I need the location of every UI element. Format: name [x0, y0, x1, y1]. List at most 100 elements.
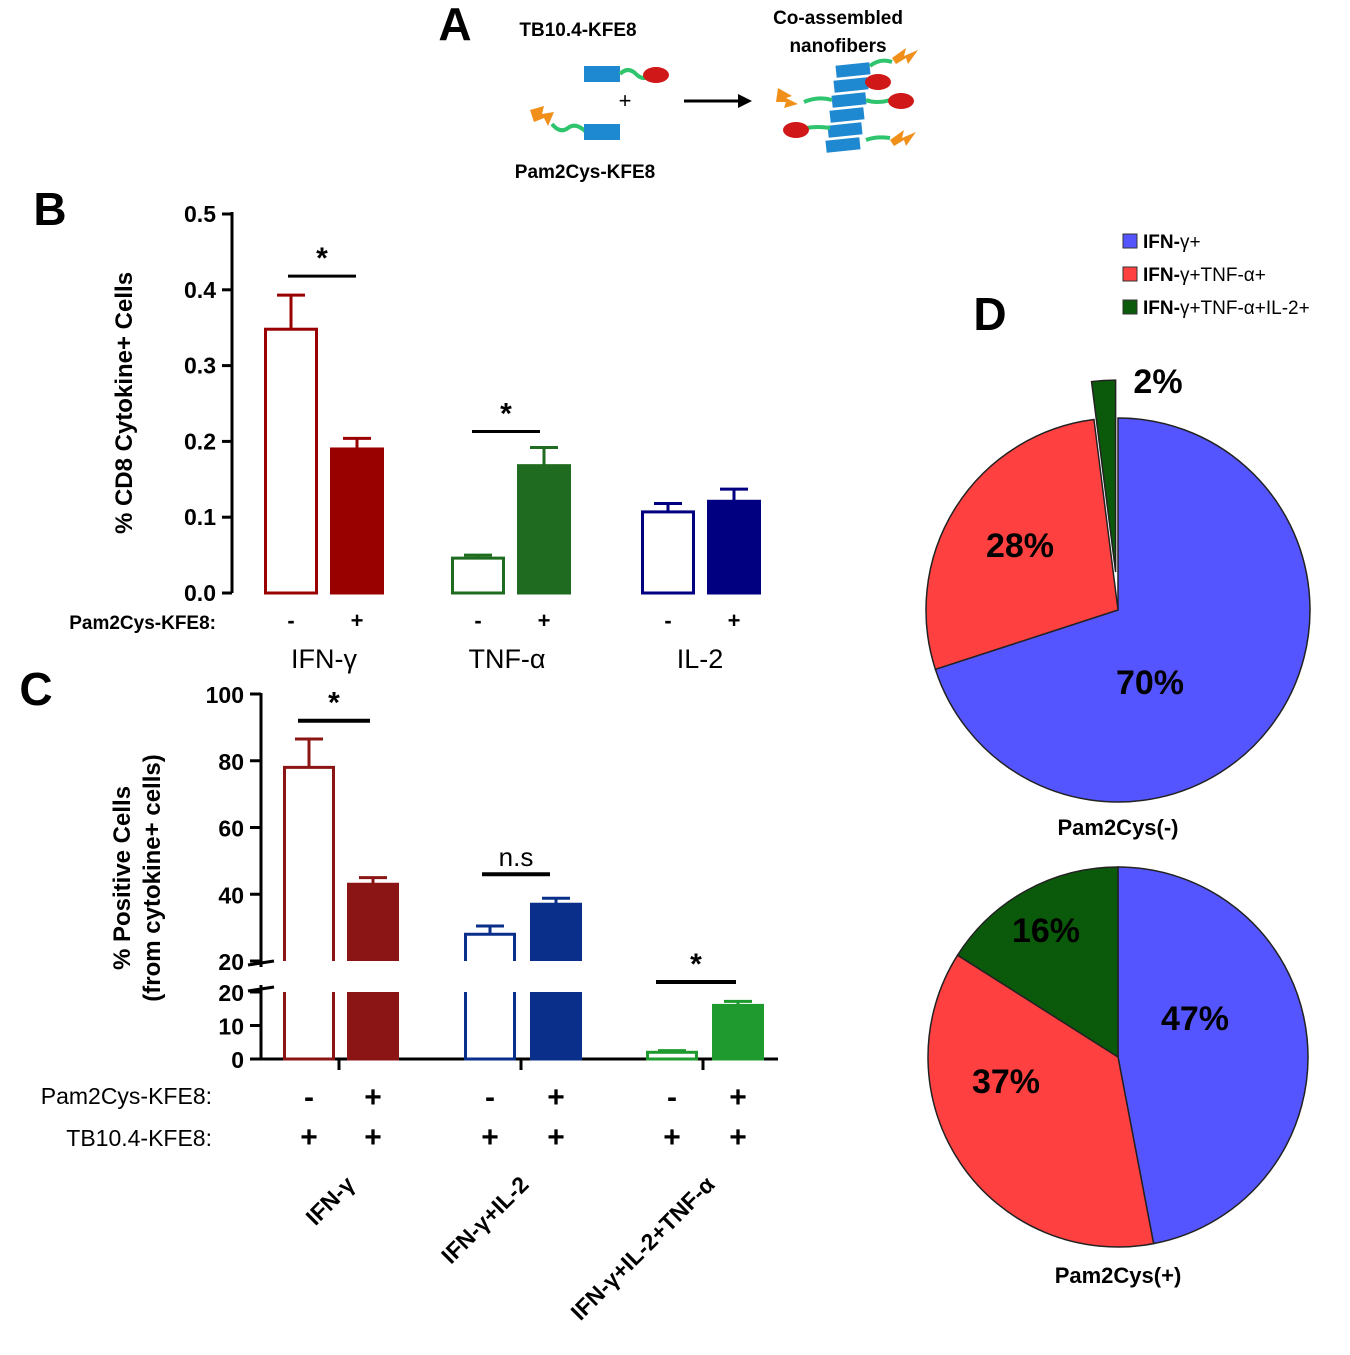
- panel-c-pam2cys-row-label: Pam2Cys-KFE8:: [41, 1083, 212, 1109]
- category-label: TNF-α: [468, 644, 545, 674]
- pam2cys-sign: +: [729, 1081, 747, 1114]
- pam2cys-sign: +: [351, 608, 364, 633]
- panel-b-pam2cys-row-label: Pam2Cys-KFE8:: [69, 613, 216, 634]
- y-tick-label: 0.4: [184, 277, 216, 303]
- panel-c-bars: [283, 737, 764, 1070]
- category-label: IFN-γ+IL-2: [436, 1171, 533, 1268]
- plus-sign: +: [619, 88, 632, 113]
- y-tick-label: 0.1: [184, 504, 216, 530]
- tb104-sign: +: [547, 1121, 565, 1154]
- bar: [451, 556, 505, 595]
- panel-c-significance: * n.s *: [298, 687, 736, 984]
- legend-label-bold: IFN-: [1143, 298, 1180, 319]
- y-tick-label: 40: [218, 882, 244, 908]
- panel-d-letter: D: [973, 288, 1006, 340]
- panel-b-x-labels: IFN-γ TNF-α IL-2: [291, 644, 723, 674]
- panel-d: D IFN-γ+IFN-γ+TNF-α+IFN-γ+TNF-α+IL-2+ 70…: [925, 232, 1311, 1288]
- y-tick-label: 0.3: [184, 353, 216, 379]
- bar-lower: [347, 992, 399, 1061]
- legend-label-rest: γ+TNF-α+: [1180, 265, 1266, 286]
- y-tick-label: 80: [218, 749, 244, 775]
- panel-b-letter: B: [33, 183, 66, 235]
- legend-label-rest: γ+TNF-α+IL-2+: [1180, 298, 1310, 319]
- tb104-sign: +: [300, 1121, 318, 1154]
- pam2cys-sign: -: [485, 1081, 495, 1114]
- panel-b: B % CD8 Cytokine+ Cells 0.00.10.20.30.40…: [33, 183, 761, 674]
- right-arrow-icon: [684, 94, 752, 108]
- bar: [712, 1003, 764, 1061]
- nanofiber-icon: [776, 48, 918, 153]
- pam2cys-sign: -: [474, 608, 481, 633]
- axis-break-mark-upper: [247, 959, 275, 967]
- significance-label: *: [328, 687, 340, 720]
- panel-d-legend: IFN-γ+IFN-γ+TNF-α+IFN-γ+TNF-α+IL-2+: [1122, 232, 1310, 319]
- panel-b-bars: - + - + - +: [264, 293, 761, 633]
- bar: [707, 499, 761, 595]
- category-label: IFN-γ: [300, 1171, 359, 1230]
- panel-b-ylabel: % CD8 Cytokine+ Cells: [111, 272, 138, 534]
- y-tick-label: 0.0: [184, 580, 216, 606]
- tb104-sign: +: [364, 1121, 382, 1154]
- pam2cys-sign: +: [538, 608, 551, 633]
- product-label-1: Co-assembled: [773, 8, 903, 29]
- category-label: IL-2: [677, 644, 724, 674]
- bar: [330, 447, 384, 595]
- bar: [646, 1050, 698, 1061]
- pie-slice-label: 16%: [1012, 912, 1080, 950]
- significance-label: *: [690, 948, 702, 981]
- tb104-sign: +: [729, 1121, 747, 1154]
- bar-upper: [464, 932, 516, 961]
- pie-slice-label: 70%: [1116, 664, 1184, 702]
- significance-label: *: [316, 242, 328, 275]
- bar: [264, 327, 318, 595]
- significance-label: *: [500, 398, 512, 431]
- pie-slice-label: 2%: [1133, 363, 1182, 401]
- pam2cys-sign: -: [667, 1081, 677, 1114]
- legend-label-bold: IFN-: [1143, 265, 1180, 286]
- y-tick-label: 100: [206, 682, 244, 708]
- y-tick-label: 0.5: [184, 201, 216, 227]
- panel-c-letter: C: [19, 663, 52, 715]
- tb104-sign: +: [481, 1121, 499, 1154]
- legend-label: IFN-γ+TNF-α+IL-2+: [1143, 298, 1310, 319]
- axis-break-mark-lower: [247, 985, 275, 993]
- pie-slice: [927, 954, 1155, 1248]
- bar: [641, 510, 695, 595]
- pam2cys-sign: -: [304, 1081, 314, 1114]
- y-tick-label: 60: [218, 816, 244, 842]
- tb104-peptide-icon: [584, 66, 669, 83]
- significance-label: n.s: [499, 842, 534, 872]
- panel-c: C % Positive Cells (from cytokine+ cells…: [19, 663, 778, 1325]
- panel-c-ylabel-2: (from cytokine+ cells): [139, 754, 166, 1001]
- legend-swatch: [1122, 266, 1138, 282]
- pam2cys-label: Pam2Cys-KFE8: [515, 162, 655, 183]
- bar-lower: [530, 992, 582, 1061]
- y-tick-label: 0: [231, 1047, 244, 1073]
- bar-lower: [283, 992, 335, 1061]
- panel-c-condition-rows: - + + + - + + + - + + +: [300, 1081, 747, 1154]
- pie-slice: [1117, 866, 1309, 1245]
- legend-label-rest: γ+: [1180, 232, 1201, 253]
- tb104-label: TB10.4-KFE8: [519, 20, 636, 41]
- y-tick-label: 20: [218, 949, 244, 975]
- pie-slice: [934, 417, 1311, 803]
- y-tick-label: 20: [218, 980, 244, 1006]
- panel-a: A TB10.4-KFE8 Pam2Cys-KFE8 + Co-assemble…: [438, 0, 918, 183]
- pie-slice-label: 47%: [1161, 1000, 1229, 1038]
- panel-d-pies: 70% 28% 2% Pam2Cys(-) 47% 37% 16% Pam2Cys(+): [925, 363, 1311, 1288]
- legend-swatch: [1122, 233, 1138, 249]
- pie-slice: [925, 418, 1119, 671]
- legend-label: IFN-γ+TNF-α+: [1143, 265, 1266, 286]
- pie-slice-label: 28%: [986, 527, 1054, 565]
- legend-swatch: [1122, 299, 1138, 315]
- bar-lower: [464, 992, 516, 1061]
- panel-c-ylabel-1: % Positive Cells: [109, 786, 136, 970]
- pam2cys-sign: +: [364, 1081, 382, 1114]
- pie-title: Pam2Cys(-): [1057, 815, 1178, 840]
- legend-label: IFN-γ+: [1143, 232, 1201, 253]
- panel-c-x-labels: IFN-γ IFN-γ+IL-2 IFN-γ+IL-2+TNF-α: [300, 1171, 719, 1325]
- pie-title: Pam2Cys(+): [1055, 1263, 1182, 1288]
- category-label: IFN-γ: [291, 644, 357, 674]
- panel-a-letter: A: [438, 0, 471, 50]
